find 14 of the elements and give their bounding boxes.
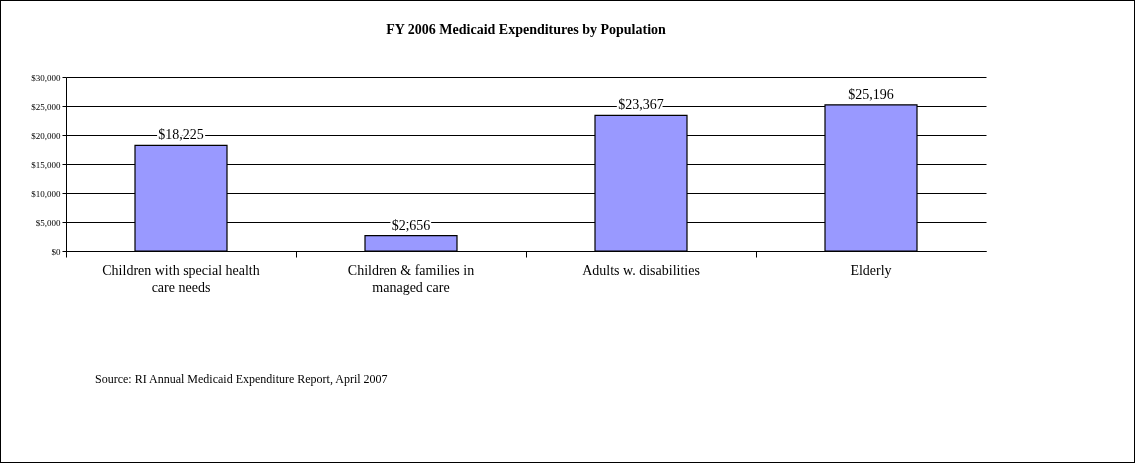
y-tick-label: $25,000 — [31, 101, 61, 112]
y-tick-label: $20,000 — [31, 130, 61, 141]
chart-title: FY 2006 Medicaid Expenditures by Population — [386, 22, 667, 37]
y-tick-label: $30,000 — [31, 72, 61, 83]
data-label: $25,196 — [848, 86, 894, 102]
source-note: Source: RI Annual Medicaid Expenditure Report, April 2007 — [95, 372, 388, 387]
x-tick-label: Elderly — [850, 262, 892, 278]
x-tick-label: Adults w. disabilities — [582, 262, 700, 278]
x-tick-label: Children & families in managed care — [347, 262, 475, 295]
y-tick-label: $10,000 — [31, 188, 61, 199]
y-tick-label: $15,000 — [31, 159, 61, 170]
y-tick-label: $0 — [51, 246, 61, 257]
x-tick-label: Children with special health care needs — [102, 262, 260, 295]
y-tick-label: $5,000 — [35, 217, 61, 228]
